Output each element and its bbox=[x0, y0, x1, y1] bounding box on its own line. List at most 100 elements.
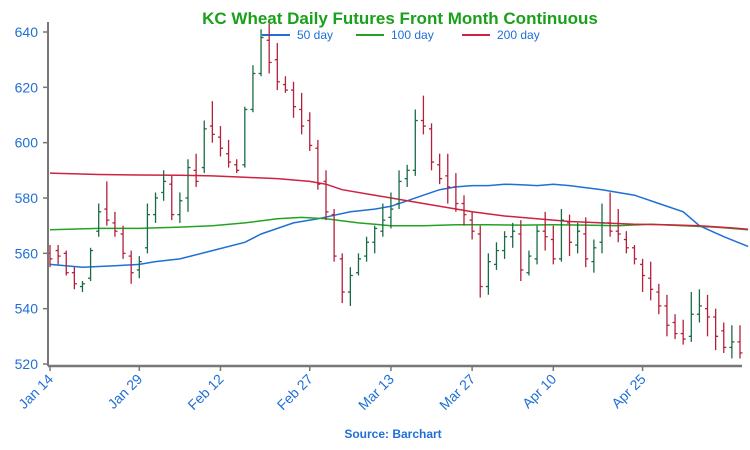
ohlc-bar bbox=[388, 192, 394, 229]
ohlc-bar bbox=[63, 250, 69, 276]
ohlc-bar bbox=[591, 239, 597, 273]
ohlc-bar bbox=[339, 253, 345, 304]
x-axis: Jan 14 Jan 29 Feb 12 Feb 27 Mar 13 Mar 27 Apr … bbox=[15, 366, 649, 413]
legend-label: 50 day bbox=[297, 28, 333, 42]
ohlc-bar bbox=[705, 294, 711, 337]
ohlc-bar bbox=[217, 126, 223, 157]
ohlc-bar bbox=[355, 253, 361, 276]
ohlc-bar bbox=[688, 292, 694, 342]
ohlc-bar bbox=[729, 325, 735, 359]
ohlc-bar bbox=[453, 173, 459, 212]
x-tick-label: Feb 12 bbox=[184, 371, 226, 413]
ohlc-bar bbox=[599, 203, 605, 254]
ohlc-bar bbox=[250, 65, 256, 113]
ohlc-bar bbox=[607, 192, 613, 237]
ohlc-bar bbox=[477, 225, 483, 298]
ohlc-bar bbox=[185, 159, 191, 212]
chart-source: Source: Barchart bbox=[344, 427, 441, 441]
legend-item-ma200: 200 day bbox=[462, 28, 540, 42]
legend-label: 200 day bbox=[497, 28, 540, 42]
ohlc-bar bbox=[429, 123, 435, 171]
ohlc-bar bbox=[177, 192, 183, 223]
ohlc-bar bbox=[550, 225, 556, 265]
ohlc-bar bbox=[721, 322, 727, 353]
x-tick-label: Feb 27 bbox=[274, 371, 316, 413]
legend-item-ma100: 100 day bbox=[356, 28, 434, 42]
ohlc-bar bbox=[96, 203, 102, 237]
x-tick-label: Mar 27 bbox=[436, 371, 478, 413]
ohlc-bar bbox=[266, 23, 272, 74]
ohlc-bar bbox=[648, 261, 654, 301]
series-line-ma50 bbox=[49, 183, 749, 268]
ohlc-bar bbox=[412, 109, 418, 176]
ohlc-bar bbox=[323, 170, 329, 221]
legend-item-ma50: 50 day bbox=[262, 28, 333, 42]
ohlc-bar bbox=[153, 192, 159, 223]
ohlc-bar bbox=[104, 181, 110, 226]
ohlc-bar bbox=[534, 225, 540, 265]
ohlc-bar bbox=[120, 225, 126, 259]
ohlc-bar bbox=[136, 256, 142, 279]
ohlc-bar bbox=[55, 245, 61, 265]
ohlc-bar bbox=[372, 225, 378, 254]
ohlc-bar bbox=[79, 281, 85, 293]
ohlc-bar bbox=[558, 209, 564, 262]
ohlc-bar bbox=[485, 253, 491, 295]
ohlc-bar bbox=[623, 231, 629, 254]
ohlc-bar bbox=[201, 120, 207, 174]
series-line-ma100 bbox=[49, 216, 749, 231]
ohlc-bar bbox=[420, 95, 426, 135]
ohlc-bar bbox=[445, 153, 451, 204]
x-tick-label: Jan 14 bbox=[15, 371, 56, 412]
y-tick-label: 580 bbox=[15, 190, 39, 206]
series-line-ma200 bbox=[49, 172, 749, 231]
ohlc-bar bbox=[664, 294, 670, 337]
x-tick-label: Apr 25 bbox=[608, 371, 649, 412]
legend-label: 100 day bbox=[391, 28, 434, 42]
ohlc-bar bbox=[672, 314, 678, 340]
ohlc-bar bbox=[128, 250, 134, 284]
ohlc-bar bbox=[542, 211, 548, 251]
legend: 50 day 100 day 200 day bbox=[262, 28, 540, 42]
ohlc-bar bbox=[437, 153, 443, 185]
y-tick-label: 540 bbox=[15, 301, 39, 317]
ohlc-bar bbox=[518, 220, 524, 281]
ohlc-bar bbox=[396, 170, 402, 210]
ohlc-bar bbox=[209, 101, 215, 143]
ohlc-bar bbox=[380, 203, 386, 237]
y-tick-label: 620 bbox=[15, 79, 39, 95]
chart-title: KC Wheat Daily Futures Front Month Conti… bbox=[202, 9, 598, 28]
ohlc-bar bbox=[510, 222, 516, 248]
ohlc-bar bbox=[307, 112, 313, 151]
y-axis: 520 540 560 580 600 620 640 bbox=[15, 24, 48, 372]
ohlc-bar bbox=[112, 211, 118, 237]
y-tick-label: 520 bbox=[15, 356, 39, 372]
ohlc-bar bbox=[631, 245, 637, 265]
ohlc-bar bbox=[71, 267, 77, 290]
ohlc-bar bbox=[315, 139, 321, 190]
ohlc-bar bbox=[493, 242, 499, 270]
ohlc-bar bbox=[88, 247, 94, 281]
ohlc-bars bbox=[47, 23, 743, 359]
ohlc-bar bbox=[144, 203, 150, 254]
ohlc-bar bbox=[575, 222, 581, 254]
ohlc-bar bbox=[347, 267, 353, 306]
moving-average-lines bbox=[49, 172, 749, 268]
ohlc-bar bbox=[615, 209, 621, 243]
ohlc-bar bbox=[656, 283, 662, 315]
y-tick-label: 640 bbox=[15, 24, 39, 40]
ohlc-bar bbox=[502, 231, 508, 259]
x-tick-label: Jan 29 bbox=[104, 371, 145, 412]
ohlc-bar bbox=[242, 106, 248, 168]
ohlc-bar bbox=[567, 214, 573, 257]
ohlc-bar bbox=[258, 29, 264, 77]
ohlc-bar bbox=[737, 325, 743, 359]
ohlc-bar bbox=[640, 258, 646, 293]
ohlc-bar bbox=[364, 236, 370, 262]
ohlc-bar bbox=[193, 153, 199, 187]
y-tick-label: 600 bbox=[15, 135, 39, 151]
x-tick-label: Apr 10 bbox=[519, 371, 560, 412]
ohlc-bar bbox=[680, 319, 686, 345]
ohlc-bar bbox=[226, 139, 232, 168]
ohlc-bar bbox=[404, 164, 410, 187]
